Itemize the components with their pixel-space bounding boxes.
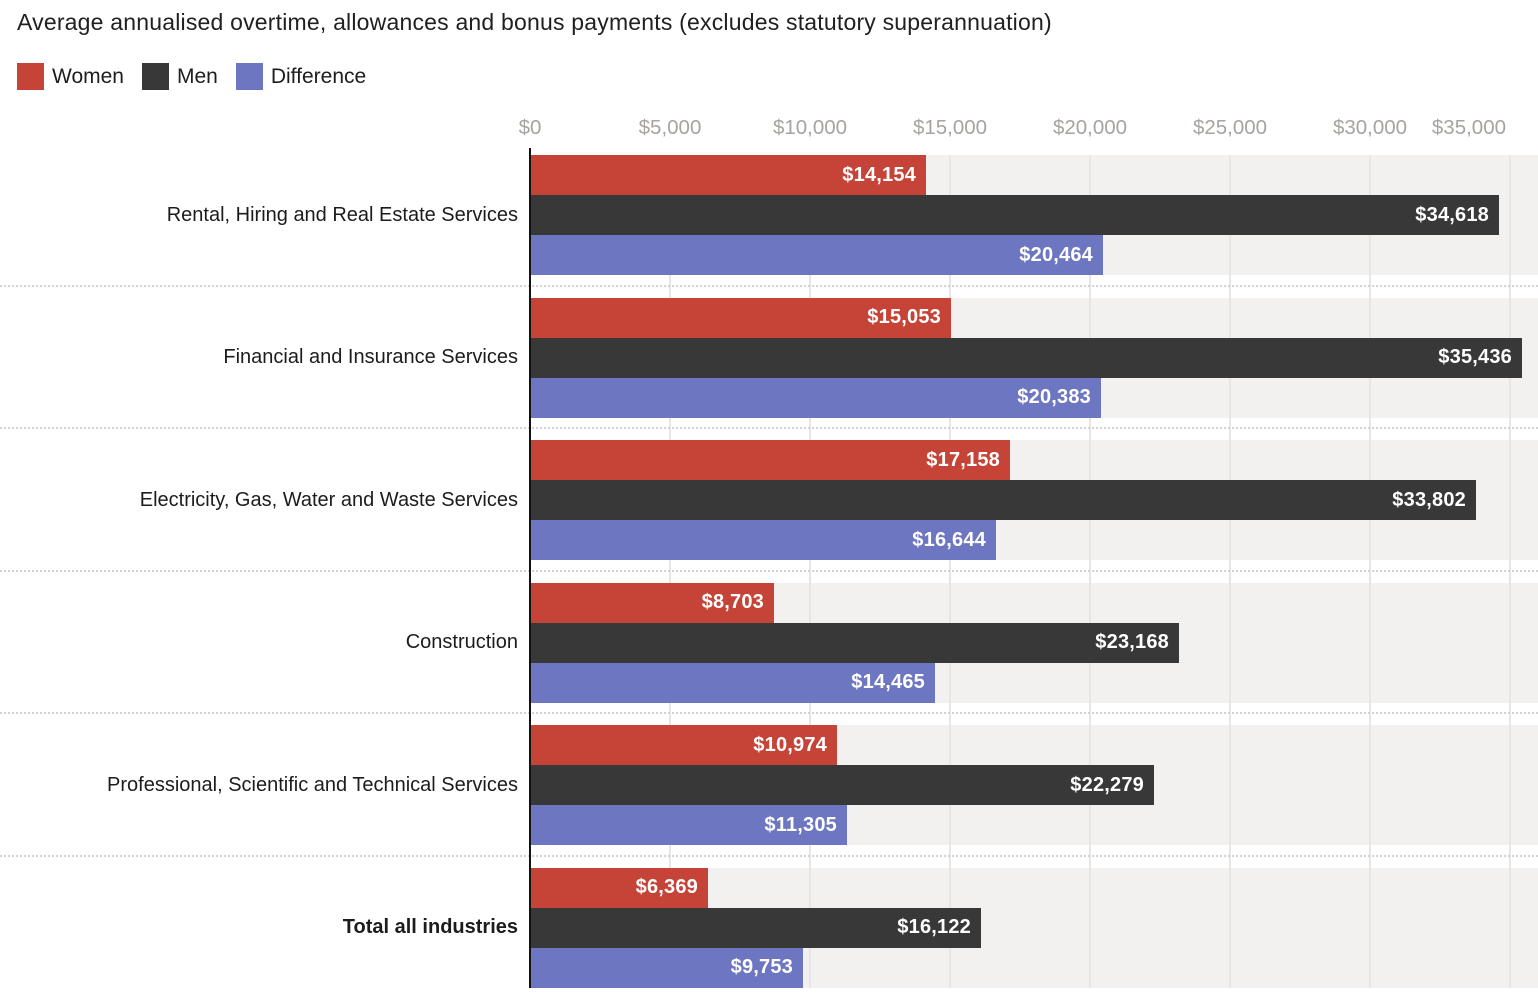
men-value-label: $33,802 (1392, 488, 1466, 511)
category-label: Rental, Hiring and Real Estate Services (166, 203, 518, 226)
x-tick-label: $20,000 (1052, 116, 1128, 139)
legend-label-men: Men (176, 64, 218, 88)
x-tick-label: $10,000 (772, 116, 848, 139)
men-value-label: $34,618 (1415, 203, 1489, 226)
difference-value-label: $20,383 (1017, 386, 1091, 409)
men-value-label: $23,168 (1095, 631, 1169, 654)
bar-groups: Rental, Hiring and Real Estate Services $… (0, 143, 1538, 999)
difference-bar: $14,465 (530, 662, 935, 703)
y-axis-line (529, 148, 531, 988)
legend-label-women: Women (52, 64, 124, 88)
difference-value-label: $9,753 (730, 956, 793, 979)
legend-item-men: Men (141, 63, 218, 90)
x-tick-label: $0 (518, 116, 542, 139)
difference-bar: $20,464 (530, 235, 1103, 275)
x-tick-label: $30,000 (1332, 116, 1408, 139)
women-value-label: $6,369 (635, 876, 698, 899)
women-bar: $17,158 (530, 440, 1010, 481)
difference-bar: $20,383 (530, 377, 1101, 418)
category-group: Construction $8,703 $23,168 $14,465 (0, 571, 1538, 715)
category-group: Professional, Scientific and Technical S… (0, 713, 1538, 857)
x-tick-label: $25,000 (1192, 116, 1268, 139)
men-bar: $23,168 (530, 622, 1179, 663)
bar-set: $10,974 $22,279 $11,305 (530, 725, 1154, 846)
category-label: Professional, Scientific and Technical S… (107, 773, 518, 796)
women-bar: $10,974 (530, 725, 837, 766)
x-tick-label: $5,000 (638, 116, 702, 139)
women-value-label: $8,703 (701, 591, 764, 614)
difference-bar: $9,753 (530, 947, 803, 988)
women-bar: $14,154 (530, 155, 926, 195)
bar-set: $6,369 $16,122 $9,753 (530, 867, 981, 988)
category-group: Electricity, Gas, Water and Waste Servic… (0, 428, 1538, 572)
legend: Women Men Difference (17, 63, 366, 90)
bar-set: $8,703 $23,168 $14,465 (530, 582, 1179, 703)
legend-swatch-difference (235, 63, 263, 90)
men-value-label: $22,279 (1070, 773, 1144, 796)
difference-value-label: $16,644 (912, 528, 986, 551)
group-separator (0, 284, 1538, 287)
men-bar: $35,436 (530, 337, 1522, 378)
category-label: Electricity, Gas, Water and Waste Servic… (139, 488, 518, 511)
women-bar: $6,369 (530, 867, 708, 908)
group-separator (0, 854, 1538, 857)
bar-set: $14,154 $34,618 $20,464 (530, 155, 1499, 275)
chart-title: Average annualised overtime, allowances … (17, 9, 1052, 35)
men-value-label: $16,122 (897, 916, 971, 939)
men-bar: $16,122 (530, 907, 981, 948)
women-value-label: $17,158 (926, 448, 1000, 471)
legend-swatch-men (141, 63, 169, 90)
men-bar: $22,279 (530, 765, 1154, 806)
women-value-label: $14,154 (842, 163, 916, 186)
group-separator (0, 569, 1538, 572)
category-group: Financial and Insurance Services $15,053 $… (0, 286, 1538, 430)
category-group: Total all industries $6,369 $16,122 $9,753 (0, 856, 1538, 999)
men-value-label: $35,436 (1438, 346, 1512, 369)
men-bar: $33,802 (530, 480, 1476, 521)
group-separator (0, 427, 1538, 430)
difference-bar: $11,305 (530, 805, 847, 846)
x-tick-label: $15,000 (912, 116, 988, 139)
women-value-label: $10,974 (753, 733, 827, 756)
difference-bar: $16,644 (530, 520, 996, 561)
difference-value-label: $14,465 (851, 671, 925, 694)
men-bar: $34,618 (530, 195, 1499, 235)
category-group: Rental, Hiring and Real Estate Services $… (0, 143, 1538, 287)
legend-label-difference: Difference (270, 64, 367, 88)
x-tick-label: $35,000 (1431, 116, 1506, 139)
women-bar: $15,053 (530, 297, 951, 338)
category-label: Total all industries (342, 916, 518, 939)
category-label: Construction (405, 631, 518, 654)
bar-set: $17,158 $33,802 $16,644 (530, 440, 1476, 561)
women-value-label: $15,053 (867, 306, 941, 329)
bar-set: $15,053 $35,436 $20,383 (530, 297, 1522, 418)
difference-value-label: $20,464 (1019, 243, 1093, 266)
difference-value-label: $11,305 (764, 813, 837, 836)
women-bar: $8,703 (530, 582, 774, 623)
category-label: Financial and Insurance Services (223, 346, 518, 369)
legend-item-women: Women (17, 63, 124, 90)
group-separator (0, 712, 1538, 715)
legend-item-difference: Difference (235, 63, 367, 90)
legend-swatch-women (17, 63, 44, 90)
